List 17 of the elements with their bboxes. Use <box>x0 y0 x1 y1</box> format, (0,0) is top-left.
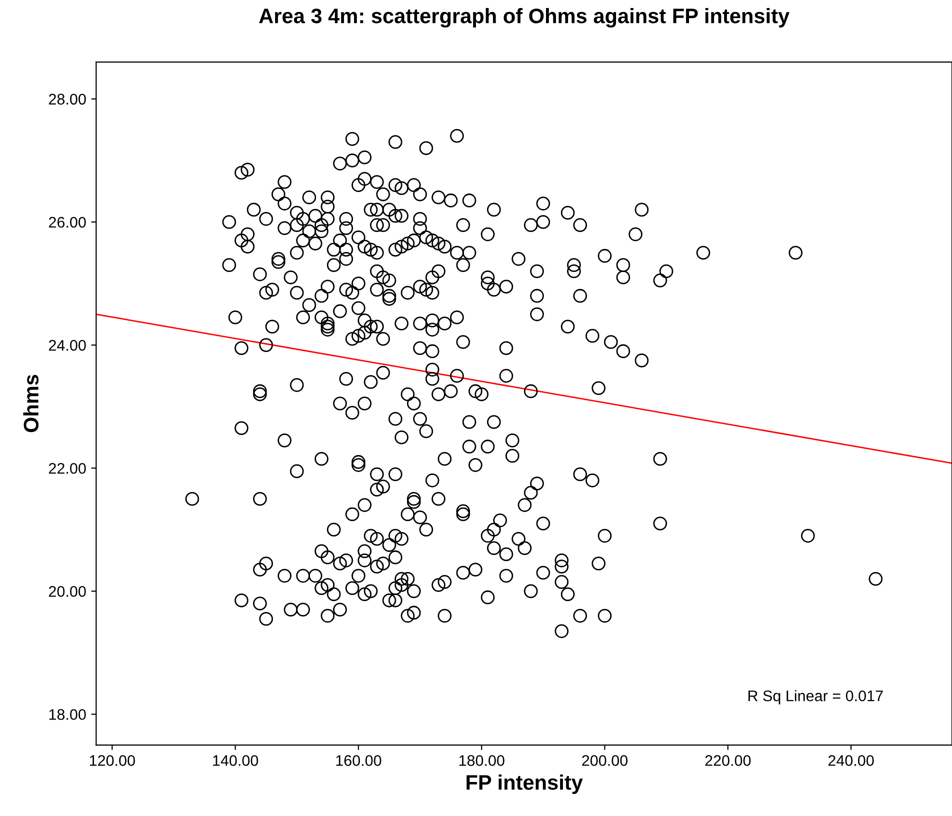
x-tick-label: 200.00 <box>582 755 628 766</box>
x-axis-title: FP intensity <box>466 774 583 794</box>
x-tick-label: 140.00 <box>213 755 258 766</box>
y-tick-label: 22.00 <box>48 462 86 474</box>
y-tick-label: 24.00 <box>48 340 86 351</box>
y-axis-title: Ohms <box>23 374 39 432</box>
x-tick-label: 240.00 <box>828 755 874 766</box>
y-tick-label: 26.00 <box>48 216 86 228</box>
x-tick-label: 120.00 <box>90 755 135 766</box>
y-tick-label: 20.00 <box>48 586 86 597</box>
y-tick-label: 18.00 <box>49 709 86 720</box>
x-tick-label: 180.00 <box>459 755 504 766</box>
annotation: R Sq Linear = 0.017 <box>748 690 883 704</box>
x-tick-label: 160.00 <box>336 755 382 766</box>
y-tick-label: 28.00 <box>48 94 86 105</box>
chart-title: Area 3 4m: scattergraph of Ohms against FP intensity <box>259 8 790 28</box>
x-tick-label: 220.00 <box>705 755 751 766</box>
